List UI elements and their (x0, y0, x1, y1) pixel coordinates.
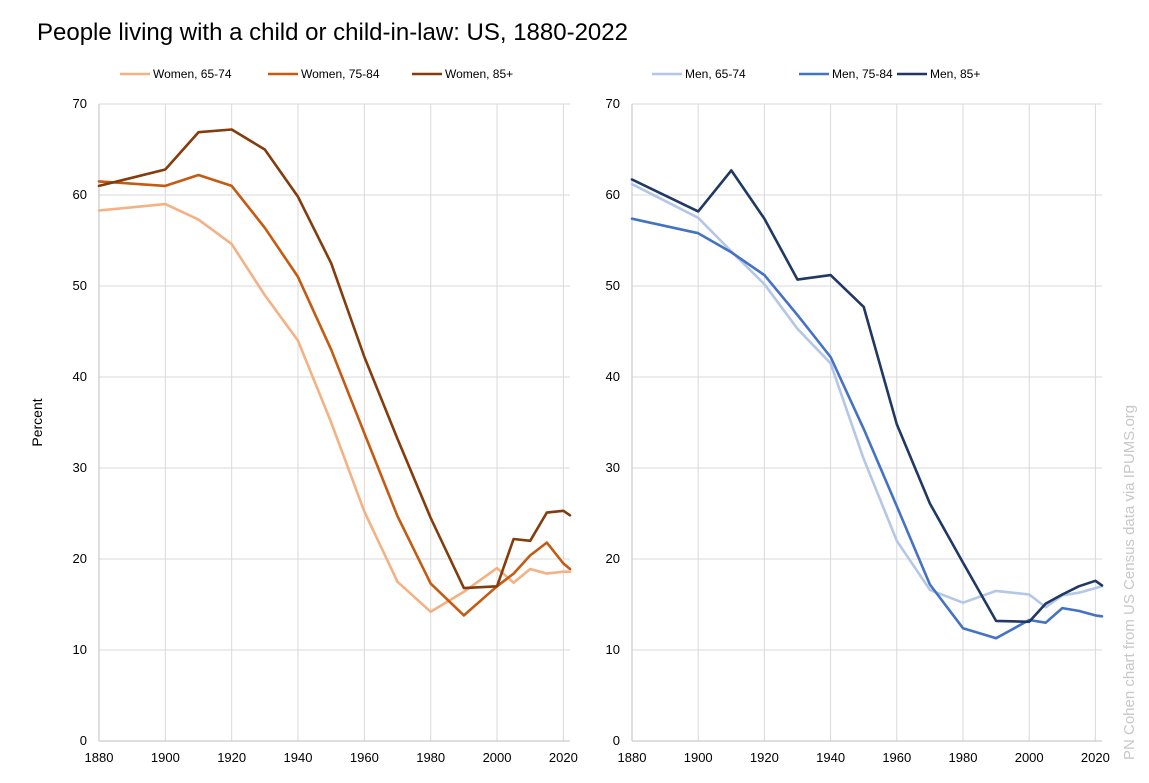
y-tick-label: 30 (73, 460, 87, 475)
y-tick-label: 50 (73, 278, 87, 293)
y-tick-label: 30 (606, 460, 620, 475)
x-tick-label: 2000 (1015, 750, 1044, 765)
x-tick-label: 1880 (85, 750, 114, 765)
legend-label: Women, 85+ (445, 67, 513, 81)
legend-label: Men, 85+ (930, 67, 980, 81)
x-tick-label: 2020 (1081, 750, 1110, 765)
x-tick-label: 1880 (618, 750, 647, 765)
x-tick-label: 2020 (549, 750, 578, 765)
legend-entry: Men, 85+ (897, 67, 980, 81)
series-line-women-85- (97, 128, 572, 590)
legend-label: Women, 75-84 (301, 67, 380, 81)
y-tick-label: 40 (73, 369, 87, 384)
legend-entry: Men, 65-74 (652, 67, 746, 81)
legend-label: Women, 65-74 (153, 67, 232, 81)
y-tick-label: 0 (613, 733, 620, 748)
y-tick-label: 20 (73, 551, 87, 566)
y-tick-label: 10 (606, 642, 620, 657)
x-tick-label: 1920 (217, 750, 246, 765)
y-tick-label: 60 (73, 187, 87, 202)
y-axis-label: Percent (29, 398, 45, 446)
x-tick-label: 1980 (416, 750, 445, 765)
series-line-women-65-74 (97, 202, 572, 614)
legend-entry: Women, 75-84 (268, 67, 380, 81)
y-tick-label: 70 (73, 96, 87, 111)
men-panel: 0 10 20 30 40 50 60 70 1880 1900 1920 1940 1960 1980 2… (606, 67, 1110, 765)
y-tick-label: 0 (80, 733, 87, 748)
legend-label: Men, 65-74 (685, 67, 746, 81)
legend-entry: Women, 65-74 (120, 67, 232, 81)
legend-entry: Women, 85+ (412, 67, 513, 81)
y-tick-label: 70 (606, 96, 620, 111)
x-tick-label: 1940 (816, 750, 845, 765)
x-tick-label: 1960 (882, 750, 911, 765)
women-panel: 0 10 20 30 40 50 60 70 1880 1900 1920 1940 1960 1980 2… (29, 67, 578, 765)
chart-title: People living with a child or child-in-l… (37, 19, 628, 46)
x-tick-label: 2000 (483, 750, 512, 765)
series-line-men-75-84 (630, 217, 1104, 640)
x-tick-label: 1960 (350, 750, 379, 765)
x-tick-label: 1900 (151, 750, 180, 765)
legend-entry: Men, 75-84 (799, 67, 893, 81)
series-line-men-85- (630, 169, 1104, 624)
x-tick-label: 1940 (284, 750, 313, 765)
source-credit: PN Cohen chart from US Census data via I… (1121, 405, 1138, 760)
y-tick-label: 40 (606, 369, 620, 384)
y-tick-label: 50 (606, 278, 620, 293)
x-tick-label: 1920 (750, 750, 779, 765)
y-tick-label: 20 (606, 551, 620, 566)
x-tick-label: 1900 (684, 750, 713, 765)
series-line-men-65-74 (630, 182, 1104, 609)
y-tick-label: 60 (606, 187, 620, 202)
series-line-women-75-84 (97, 173, 572, 617)
legend-label: Men, 75-84 (832, 67, 893, 81)
x-tick-label: 1980 (949, 750, 978, 765)
y-tick-label: 10 (73, 642, 87, 657)
